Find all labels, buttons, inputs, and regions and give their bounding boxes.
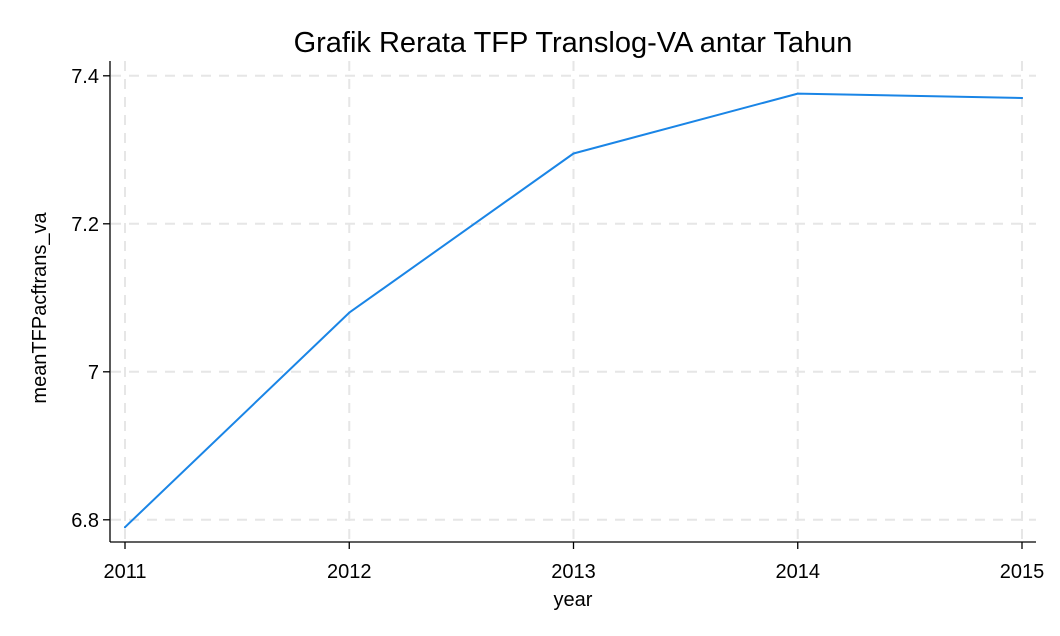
x-axis-title: year xyxy=(554,589,593,611)
y-tick-label: 7.4 xyxy=(71,66,99,88)
data-point xyxy=(572,152,575,155)
x-tick-label: 2014 xyxy=(776,561,821,583)
y-axis-ticks: 6.8 7 7.2 7.4 xyxy=(71,66,110,532)
data-point xyxy=(1021,97,1023,99)
x-tick-label: 2015 xyxy=(1000,561,1045,583)
data-point xyxy=(796,92,799,95)
grid xyxy=(111,61,1036,541)
data-point xyxy=(124,526,126,529)
y-axis-title: meanTFPacftrans_va xyxy=(29,212,51,404)
y-tick-label: 6.8 xyxy=(71,510,99,532)
y-tick-label: 7.2 xyxy=(71,214,99,236)
x-tick-label: 2012 xyxy=(327,561,372,583)
x-tick-label: 2013 xyxy=(551,561,596,583)
series-group xyxy=(124,92,1023,529)
x-tick-label: 2011 xyxy=(103,561,146,583)
y-tick-label: 7 xyxy=(88,362,99,384)
x-axis-ticks: 2011 2012 2013 2014 2015 xyxy=(103,542,1044,583)
data-point xyxy=(348,311,351,314)
chart-title: Grafik Rerata TFP Translog-VA antar Tahu… xyxy=(294,27,853,59)
